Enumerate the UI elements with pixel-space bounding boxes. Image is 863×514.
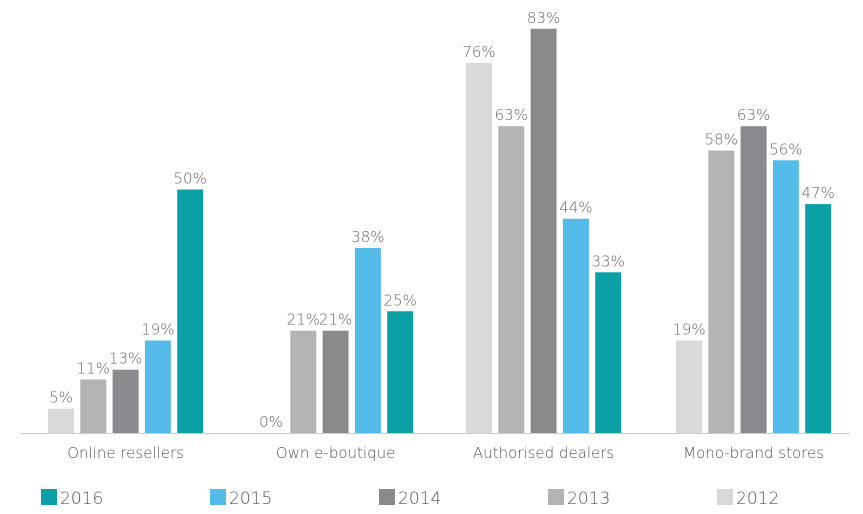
value-label: 83%	[527, 9, 560, 27]
value-label: 21%	[319, 311, 352, 329]
legend-swatch	[717, 489, 733, 505]
bar	[112, 369, 139, 433]
bar	[322, 330, 349, 433]
bar	[740, 126, 767, 433]
bar	[177, 189, 204, 433]
bar	[772, 160, 799, 433]
category-label: Own e-boutique	[276, 444, 396, 462]
value-label: 50%	[174, 170, 207, 188]
bar	[562, 218, 589, 433]
bar	[676, 340, 702, 433]
legend-label: 2014	[398, 489, 441, 509]
legend-label: 2012	[736, 489, 779, 509]
value-label: 47%	[802, 184, 835, 202]
legend-label: 2013	[567, 489, 610, 509]
bar	[290, 330, 317, 433]
category-label: Authorised dealers	[473, 444, 614, 462]
value-label: 5%	[49, 389, 73, 407]
category-label: Mono-brand stores	[683, 444, 824, 462]
bar	[805, 204, 832, 433]
value-label: 56%	[769, 140, 802, 158]
legend-swatch	[548, 489, 564, 505]
value-label: 13%	[109, 350, 142, 368]
bar	[144, 340, 171, 433]
value-label: 19%	[672, 320, 705, 338]
bar	[80, 379, 107, 433]
value-label: 76%	[462, 43, 495, 61]
value-label: 33%	[592, 252, 625, 270]
legend-label: 2015	[229, 489, 272, 509]
value-label: 58%	[705, 131, 738, 149]
bar	[708, 150, 735, 434]
value-label: 19%	[141, 320, 174, 338]
legend-swatch	[210, 489, 226, 505]
value-label: 38%	[351, 228, 384, 246]
legend-swatch	[41, 489, 57, 505]
value-label: 63%	[495, 106, 528, 124]
bar	[595, 272, 622, 433]
bar	[354, 247, 381, 433]
value-label: 25%	[384, 291, 417, 309]
bar	[466, 62, 492, 433]
value-label: 0%	[259, 413, 283, 431]
value-label: 21%	[287, 311, 320, 329]
bar	[387, 311, 414, 433]
bar	[498, 126, 525, 433]
value-label: 44%	[559, 199, 592, 217]
legend-swatch	[379, 489, 395, 505]
bar	[530, 28, 557, 433]
value-label: 11%	[77, 359, 110, 377]
bar	[48, 408, 74, 433]
category-label: Online resellers	[67, 444, 184, 462]
legend-label: 2016	[60, 489, 103, 509]
value-label: 63%	[737, 106, 770, 124]
